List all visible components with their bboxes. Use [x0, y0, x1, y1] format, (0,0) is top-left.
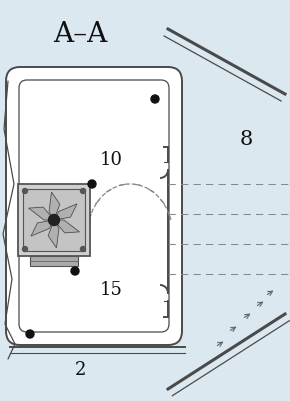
Polygon shape — [49, 192, 60, 221]
Circle shape — [81, 189, 86, 194]
Polygon shape — [31, 221, 54, 237]
Text: 10: 10 — [100, 151, 123, 168]
Circle shape — [48, 215, 59, 226]
Circle shape — [88, 180, 96, 188]
Bar — [23, 190, 85, 251]
Circle shape — [23, 247, 28, 252]
FancyBboxPatch shape — [6, 68, 182, 345]
Polygon shape — [54, 205, 77, 221]
Circle shape — [81, 247, 86, 252]
Polygon shape — [54, 221, 79, 233]
Text: A–A: A–A — [53, 21, 107, 49]
Circle shape — [151, 96, 159, 104]
Polygon shape — [48, 221, 59, 248]
Circle shape — [23, 189, 28, 194]
Bar — [30, 256, 78, 266]
Circle shape — [26, 330, 34, 338]
Polygon shape — [29, 208, 54, 221]
Text: 2: 2 — [75, 360, 86, 378]
Circle shape — [71, 267, 79, 275]
Text: 15: 15 — [100, 280, 123, 298]
Bar — [18, 184, 90, 256]
Text: 8: 8 — [240, 130, 253, 149]
